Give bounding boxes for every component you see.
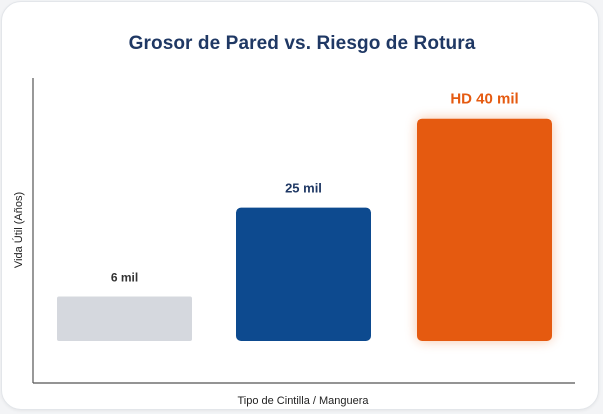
bar-3 <box>417 118 552 341</box>
bar-1 <box>57 296 192 341</box>
bars-group: 6 mil 25 mil HD 40 mil <box>57 91 552 341</box>
bar-label-2: 25 mil <box>285 181 322 196</box>
bar-chart: Vida Útil (Años) Tipo de Cintilla / Mang… <box>12 78 575 407</box>
bar-label-1: 6 mil <box>111 271 138 285</box>
bar-label-3: HD 40 mil <box>450 91 518 108</box>
x-axis-title: Tipo de Cintilla / Manguera <box>237 395 369 407</box>
y-axis-title: Vida Útil (Años) <box>12 192 25 268</box>
chart-title: Grosor de Pared vs. Riesgo de Rotura <box>128 33 476 54</box>
bar-2 <box>236 207 371 341</box>
chart-card: Grosor de Pared vs. Riesgo de Rotura Vid… <box>1 1 599 410</box>
